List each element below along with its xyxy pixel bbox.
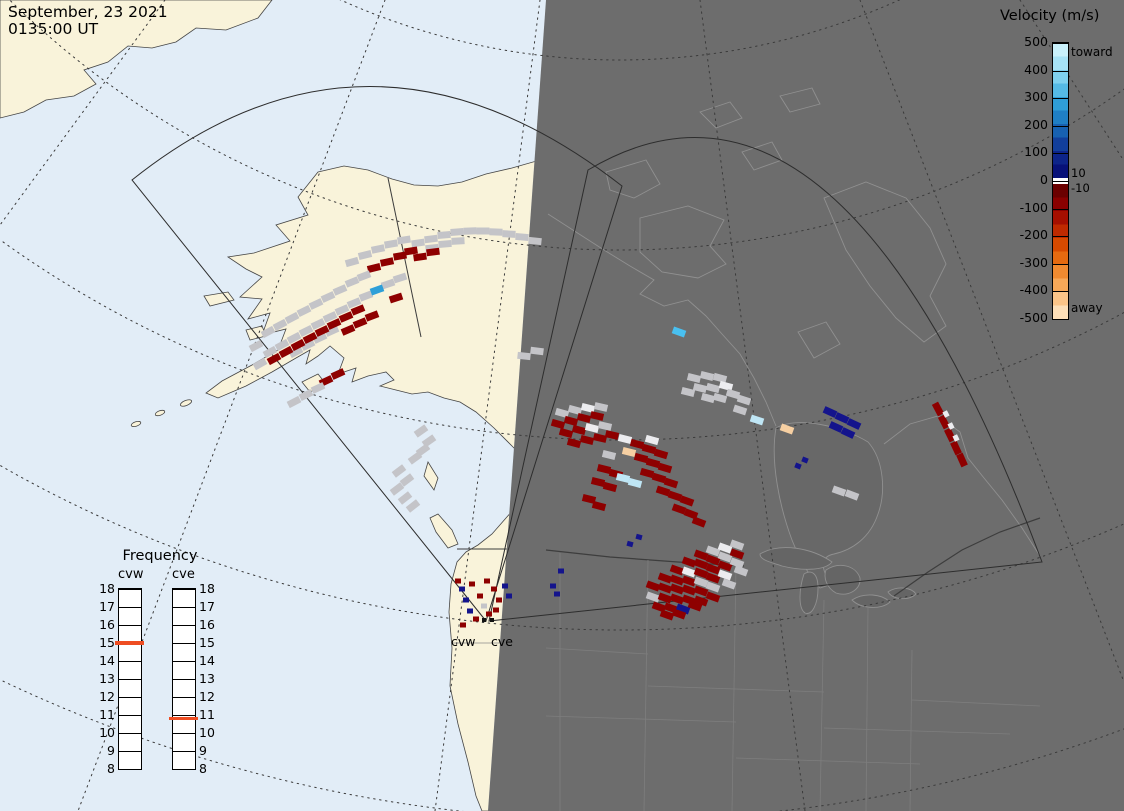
frequency-legend-title: Frequency bbox=[122, 548, 198, 564]
freq-rung bbox=[119, 751, 141, 752]
radar-fov-fans bbox=[131, 86, 1043, 623]
velocity-bar-tick bbox=[1053, 319, 1068, 320]
freq-rung bbox=[119, 715, 141, 716]
freq-scale-label: 11 bbox=[199, 707, 215, 722]
freq-scale-label: 16 bbox=[199, 617, 215, 632]
velocity-bar-tick bbox=[1053, 43, 1068, 44]
timestamp: September, 23 2021 0135:00 UT bbox=[8, 4, 168, 38]
radar-site-cve-dot bbox=[490, 618, 494, 622]
freq-rung bbox=[119, 661, 141, 662]
velocity-toward-label: toward bbox=[1071, 45, 1113, 59]
freq-scale-label: 16 bbox=[99, 617, 115, 632]
freq-scale-label: 10 bbox=[199, 725, 215, 740]
freq-scale-label: 9 bbox=[107, 743, 115, 758]
freq-rung bbox=[173, 643, 195, 644]
freq-col-label-cve: cve bbox=[172, 567, 195, 582]
velocity-bar-tick bbox=[1053, 181, 1068, 182]
fov-fan-cve bbox=[488, 136, 1043, 622]
freq-scale-label: 13 bbox=[199, 671, 215, 686]
velocity-legend-title: Velocity (m/s) bbox=[1000, 8, 1100, 24]
freq-scale-label: 18 bbox=[99, 581, 115, 596]
velocity-bar-tick bbox=[1053, 153, 1068, 155]
freq-col-label-cvw: cvw bbox=[118, 567, 144, 582]
freq-rung bbox=[173, 751, 195, 752]
freq-scale-label: 15 bbox=[99, 635, 115, 650]
freq-rung bbox=[119, 679, 141, 680]
coastlines-night bbox=[547, 213, 1041, 557]
freq-marker-cve bbox=[169, 716, 198, 721]
freq-scale-label: 17 bbox=[99, 599, 115, 614]
freq-rung bbox=[119, 607, 141, 608]
freq-scale-label: 8 bbox=[199, 761, 207, 776]
velocity-bar-tick bbox=[1053, 125, 1068, 127]
radar-site-cvw-dot bbox=[482, 618, 486, 622]
freq-marker-cvw bbox=[115, 641, 144, 645]
freq-scale-label: 9 bbox=[199, 743, 207, 758]
radar-sites bbox=[482, 618, 494, 622]
freq-rung bbox=[119, 697, 141, 698]
radar-label-cve: cve bbox=[491, 634, 513, 649]
time-text: 0135:00 UT bbox=[8, 20, 99, 38]
freq-rung bbox=[119, 769, 141, 770]
state-borders-night bbox=[545, 553, 1041, 811]
freq-rung bbox=[173, 661, 195, 662]
freq-rung bbox=[173, 679, 195, 680]
freq-scale-label: 12 bbox=[199, 689, 215, 704]
freq-rung bbox=[119, 625, 141, 626]
velocity-bar-tick bbox=[1053, 70, 1068, 72]
freq-rung bbox=[173, 589, 195, 590]
freq-scale-label: 12 bbox=[99, 689, 115, 704]
freq-rung bbox=[173, 607, 195, 608]
freq-scale-label: 11 bbox=[99, 707, 115, 722]
freq-ladder-cvw: 18 17 16 15 14 13 12 11 10 9 8 bbox=[99, 581, 144, 776]
freq-rung bbox=[173, 715, 195, 716]
freq-rung bbox=[173, 697, 195, 698]
freq-scale-label: 13 bbox=[99, 671, 115, 686]
freq-scale-label: 14 bbox=[99, 653, 115, 668]
freq-scale-label: 15 bbox=[199, 635, 215, 650]
freq-scale-label: 17 bbox=[199, 599, 215, 614]
freq-scale-label: 10 bbox=[99, 725, 115, 740]
freq-rung bbox=[173, 625, 195, 626]
radar-label-cvw: cvw bbox=[451, 634, 476, 649]
freq-ladder-cve: 18 17 16 15 14 13 12 11 10 9 8 bbox=[169, 581, 215, 776]
fov-fan-cvw bbox=[131, 86, 623, 623]
freq-scale-label: 18 bbox=[199, 581, 215, 596]
freq-rung bbox=[119, 733, 141, 734]
great-lakes bbox=[759, 547, 917, 614]
velocity-bar-tick bbox=[1053, 208, 1068, 210]
freq-scale-label: 8 bbox=[107, 761, 115, 776]
velocity-tick-plus10: 10 bbox=[1071, 166, 1086, 180]
date-text: September, 23 2021 bbox=[8, 3, 168, 21]
velocity-away-label: away bbox=[1071, 301, 1103, 315]
arctic-islands bbox=[605, 87, 947, 359]
velocity-bar-tick bbox=[1053, 263, 1068, 265]
freq-scale-label: 14 bbox=[199, 653, 215, 668]
velocity-colorbar bbox=[1052, 42, 1069, 320]
velocity-bar-tick bbox=[1053, 236, 1068, 238]
freq-rung bbox=[173, 733, 195, 734]
freq-rung bbox=[119, 589, 141, 590]
velocity-bar-tick bbox=[1053, 291, 1068, 293]
freq-rung bbox=[173, 769, 195, 770]
velocity-tick-minus10: -10 bbox=[1071, 181, 1090, 195]
velocity-bar-tick bbox=[1053, 98, 1068, 100]
